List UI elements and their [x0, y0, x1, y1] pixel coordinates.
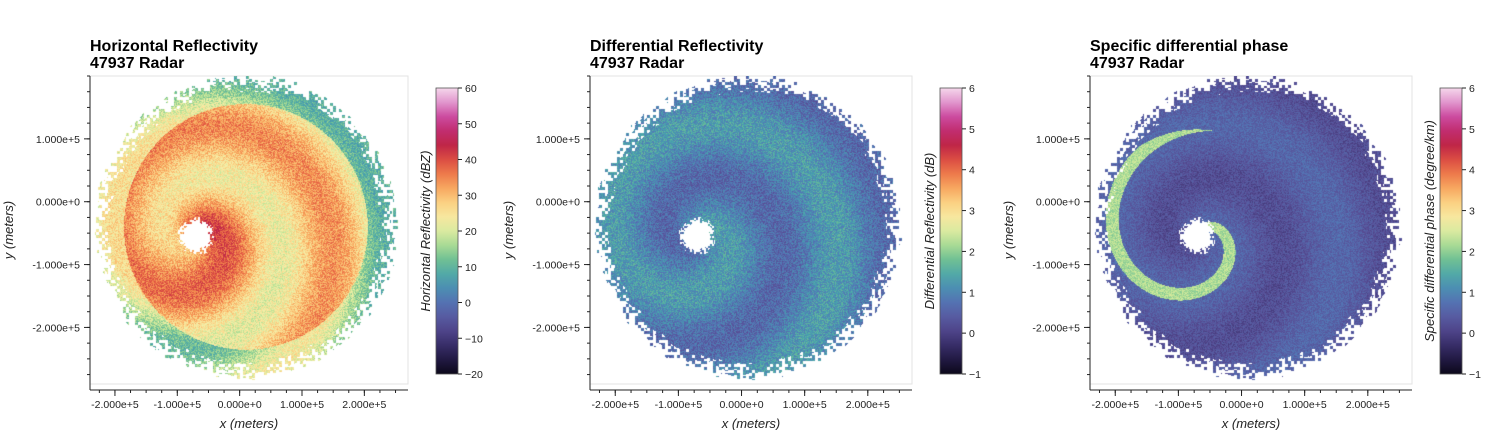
colorbar-tick-label: −20: [465, 369, 483, 381]
y-tick-label: -1.000e+5: [1032, 260, 1080, 272]
chart-title: Horizontal Reflectivity: [90, 38, 258, 55]
x-axis-label: x (meters): [721, 416, 781, 430]
colorbar: [939, 87, 963, 375]
y-tick-label: -2.000e+5: [532, 322, 580, 334]
colorbar-tick-label: 5: [1469, 124, 1475, 136]
colorbar-tick-label: 2: [969, 246, 975, 258]
y-tick-label: -2.000e+5: [32, 322, 80, 334]
y-tick-label: -1.000e+5: [532, 260, 580, 272]
colorbar-tick-label: 50: [465, 119, 477, 131]
colorbar-tick-label: 2: [1469, 246, 1475, 258]
colorbar-tick-label: 6: [1469, 83, 1475, 95]
chart-subtitle: 47937 Radar: [90, 55, 184, 72]
x-tick-label: 2.000e+5: [846, 399, 890, 411]
x-tick-label: -1.000e+5: [153, 399, 201, 411]
chart-panel-kdp: Specific differential phase 47937 Radar -…: [1001, 38, 1481, 430]
colorbar-tick-label: 60: [465, 83, 477, 95]
colorbar: [1439, 87, 1463, 375]
colorbar-tick-label: 40: [465, 155, 477, 167]
colorbar-tick-label: 20: [465, 226, 477, 238]
x-axis-label: x (meters): [1221, 416, 1281, 430]
colorbar-label: Horizontal Reflectivity (dBZ): [418, 150, 433, 311]
radar-field-heatmap: [590, 76, 912, 384]
x-tick-label: -2.000e+5: [1091, 399, 1139, 411]
colorbar-tick-label: 4: [969, 165, 975, 177]
y-axis-label: y (meters): [1001, 201, 1016, 261]
x-tick-label: -2.000e+5: [591, 399, 639, 411]
colorbar-tick-label: 10: [465, 262, 477, 274]
chart-title: Differential Reflectivity: [590, 38, 763, 55]
colorbar-tick-label: −1: [1469, 369, 1481, 381]
y-axis-label: y (meters): [501, 201, 516, 261]
colorbar-tick-label: 0: [969, 328, 975, 340]
y-tick-label: 0.000e+0: [536, 197, 580, 209]
y-tick-label: 1.000e+5: [536, 134, 580, 146]
y-tick-label: 0.000e+0: [1036, 197, 1080, 209]
colorbar-tick-label: 6: [969, 83, 975, 95]
colorbar-tick-label: 3: [1469, 206, 1475, 218]
x-tick-label: 2.000e+5: [1346, 399, 1390, 411]
colorbar-tick-label: 3: [969, 206, 975, 218]
y-tick-label: -1.000e+5: [32, 260, 80, 272]
colorbar-tick-label: −1: [969, 369, 981, 381]
y-axis-label: y (meters): [1, 201, 16, 261]
x-tick-label: 2.000e+5: [342, 399, 386, 411]
colorbar-tick-label: −10: [465, 333, 483, 345]
x-axis-label: x (meters): [219, 416, 279, 430]
chart-panel-reflectivity: Horizontal Reflectivity 47937 Radar -2.00…: [1, 38, 483, 430]
colorbar-tick-label: 0: [465, 298, 471, 310]
x-tick-label: 0.000e+0: [1219, 399, 1263, 411]
x-tick-label: 1.000e+5: [783, 399, 827, 411]
y-tick-label: 0.000e+0: [36, 197, 80, 209]
x-tick-label: -1.000e+5: [1155, 399, 1203, 411]
colorbar-tick-label: 1: [1469, 287, 1475, 299]
colorbar-tick-label: 4: [1469, 165, 1475, 177]
x-tick-label: 1.000e+5: [280, 399, 324, 411]
x-tick-label: -1.000e+5: [655, 399, 703, 411]
colorbar: [435, 87, 459, 375]
y-tick-label: 1.000e+5: [1036, 134, 1080, 146]
colorbar-label: Differential Reflectivity (dB): [922, 153, 937, 310]
chart-title: Specific differential phase: [1090, 38, 1288, 55]
x-tick-label: 0.000e+0: [218, 399, 262, 411]
chart-subtitle: 47937 Radar: [590, 55, 684, 72]
chart-subtitle: 47937 Radar: [1090, 55, 1184, 72]
colorbar-label: Specific differential phase (degree/km): [1422, 120, 1437, 342]
radar-field-heatmap: [1090, 76, 1412, 384]
y-tick-label: -2.000e+5: [1032, 322, 1080, 334]
y-tick-label: 1.000e+5: [36, 134, 80, 146]
x-tick-label: -2.000e+5: [91, 399, 139, 411]
x-tick-label: 0.000e+0: [719, 399, 763, 411]
colorbar-tick-label: 0: [1469, 328, 1475, 340]
colorbar-tick-label: 30: [465, 190, 477, 202]
x-tick-label: 1.000e+5: [1283, 399, 1327, 411]
colorbar-tick-label: 1: [969, 287, 975, 299]
chart-panel-zdr: Differential Reflectivity 47937 Radar -2.…: [501, 38, 981, 430]
colorbar-tick-label: 5: [969, 124, 975, 136]
radar-field-heatmap: [90, 76, 408, 384]
